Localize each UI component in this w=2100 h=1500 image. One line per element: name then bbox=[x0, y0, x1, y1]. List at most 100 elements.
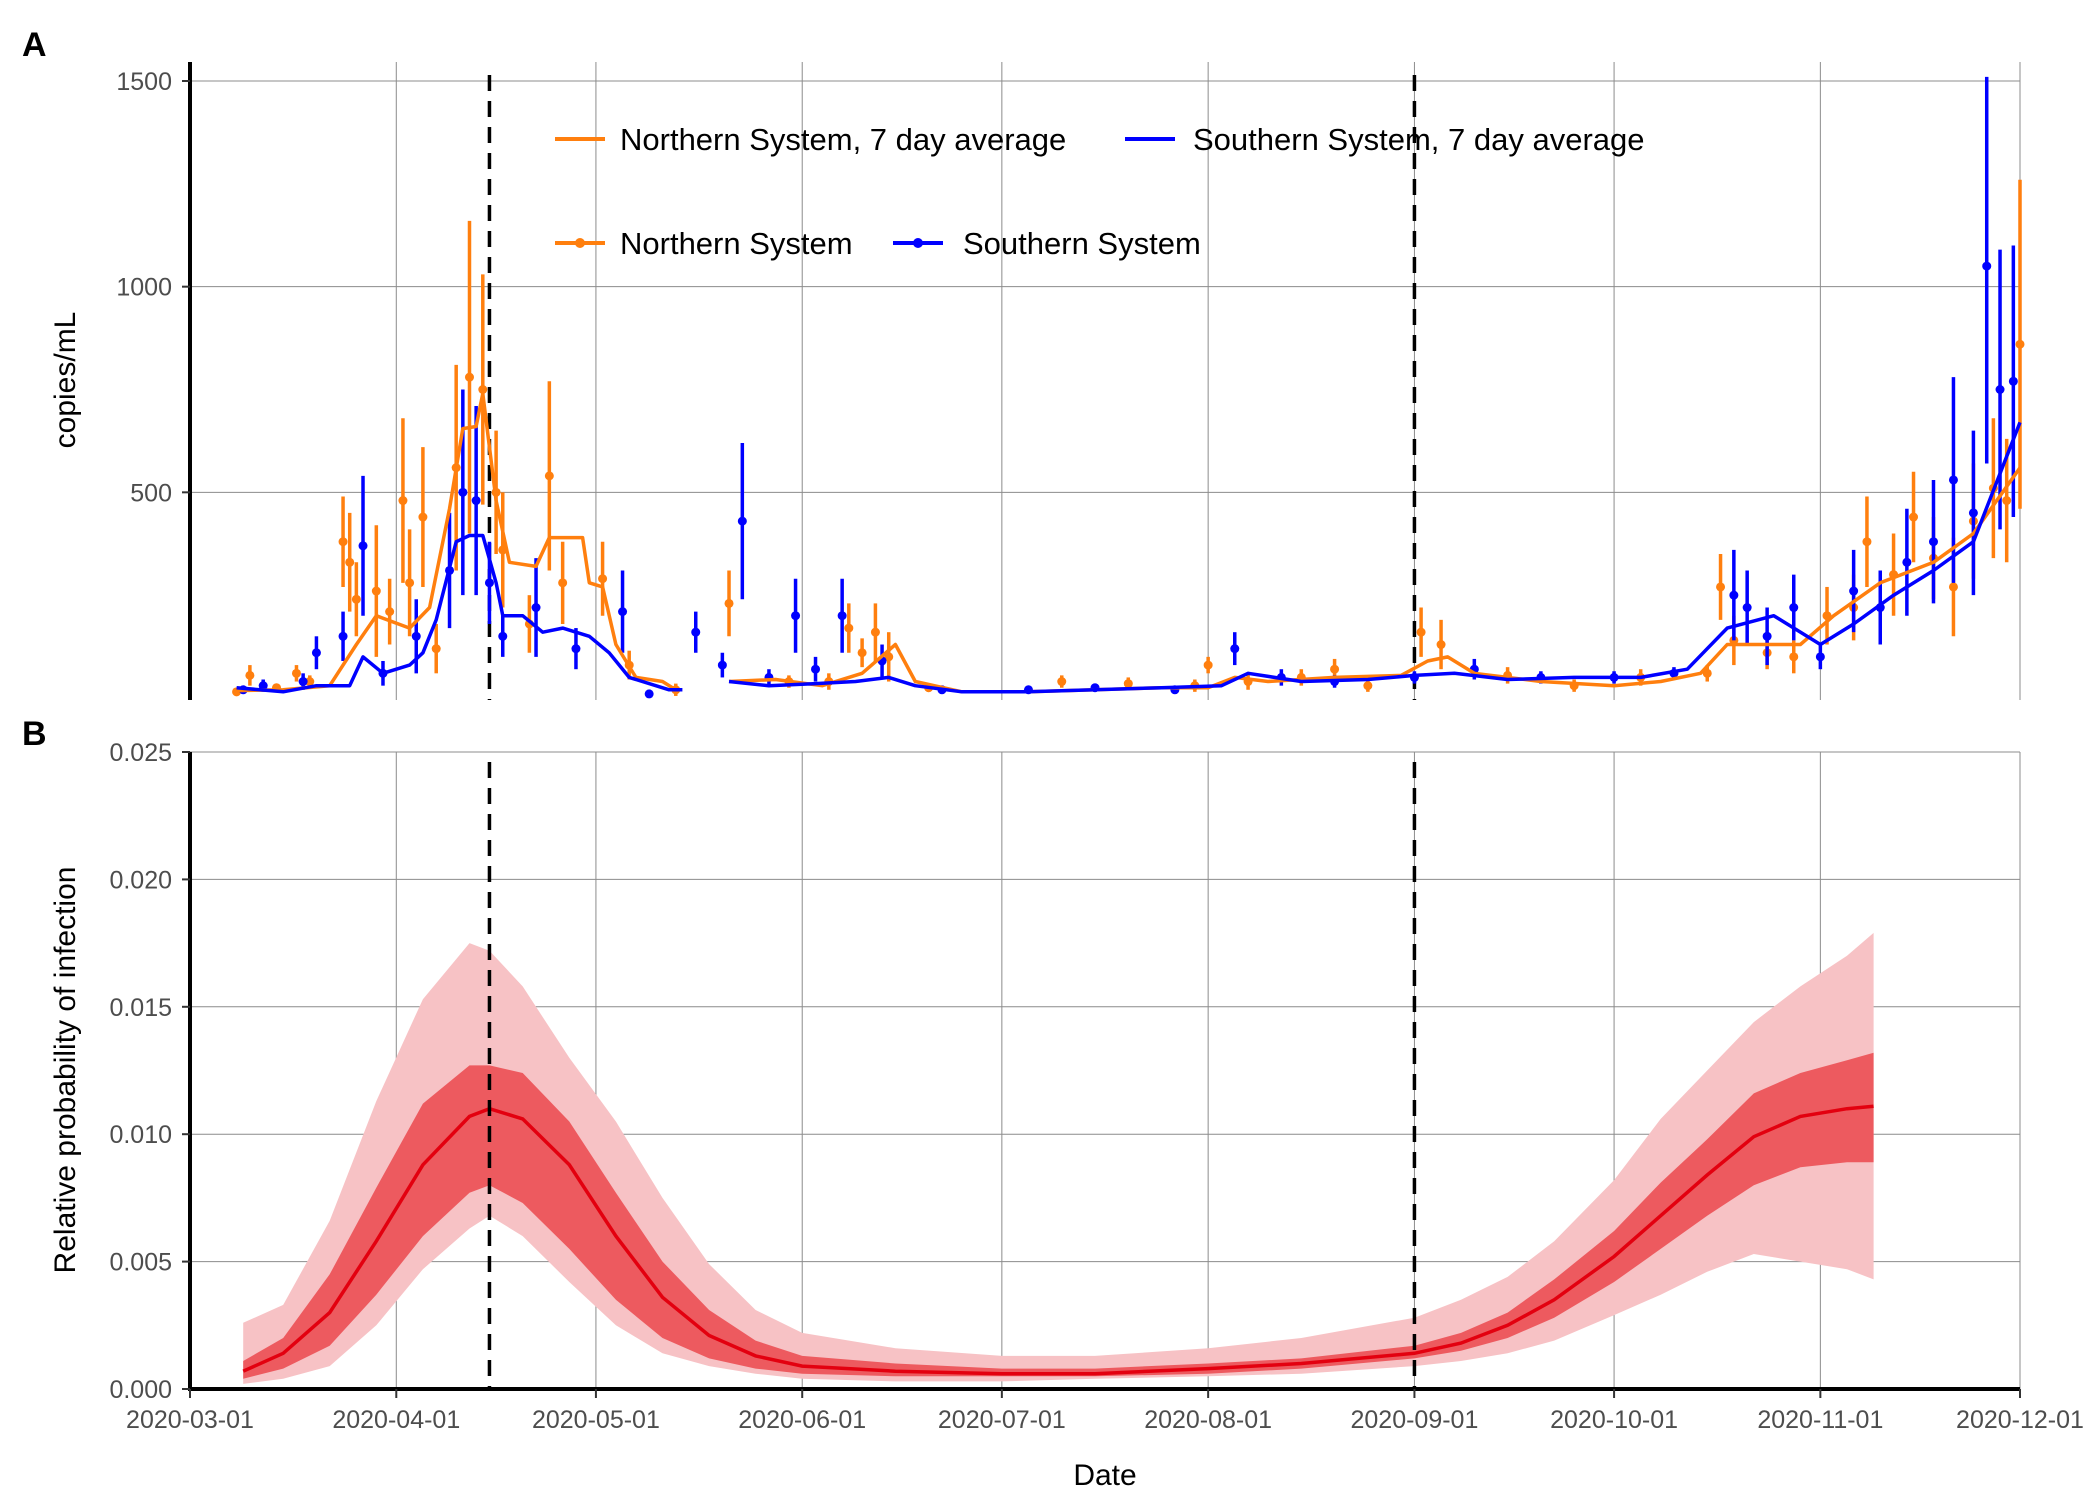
north-point bbox=[1716, 582, 1726, 592]
panel-a-y-ticks: 500 1000 1500 bbox=[116, 68, 190, 507]
south-point bbox=[1762, 631, 1772, 641]
panel-a-y-tick-label: 500 bbox=[130, 479, 172, 507]
north-point bbox=[351, 594, 361, 604]
panel-b-y-tick-label: 0.005 bbox=[109, 1249, 172, 1277]
south-point bbox=[618, 607, 628, 617]
north-point bbox=[385, 607, 395, 617]
south-point bbox=[837, 611, 847, 621]
south-point bbox=[1789, 603, 1799, 613]
north-point bbox=[1057, 677, 1067, 687]
north-point bbox=[598, 574, 608, 584]
panel-b-marks bbox=[242, 932, 1874, 1384]
north-point bbox=[398, 496, 408, 506]
legend-key-south-point bbox=[913, 238, 923, 248]
south-point bbox=[1928, 537, 1938, 547]
south-point bbox=[1729, 590, 1739, 600]
legend-label-north-average: Northern System, 7 day average bbox=[620, 122, 1066, 157]
north-point bbox=[1789, 652, 1799, 662]
north-point bbox=[844, 623, 854, 633]
north-point bbox=[464, 372, 474, 382]
panel-a-y-axis-label: copies/mL bbox=[49, 312, 82, 449]
south-point bbox=[298, 677, 308, 687]
panel-b-y-tick-label: 0.020 bbox=[109, 866, 172, 894]
south-point bbox=[484, 578, 494, 588]
north-point bbox=[405, 578, 415, 588]
north-point bbox=[724, 598, 734, 608]
south-point bbox=[737, 516, 747, 526]
south-point bbox=[691, 627, 701, 637]
north-point bbox=[478, 385, 488, 394]
south-point bbox=[791, 611, 801, 621]
north-point bbox=[2002, 496, 2012, 506]
x-tick-label: 2020-12-01 bbox=[1956, 1406, 2084, 1434]
legend-label-north: Northern System bbox=[620, 226, 853, 261]
north-point bbox=[1416, 627, 1426, 637]
south-point bbox=[471, 496, 481, 506]
x-tick-label: 2020-03-01 bbox=[126, 1406, 254, 1434]
north-point bbox=[1436, 640, 1446, 650]
north-point bbox=[431, 644, 441, 654]
south-point bbox=[258, 681, 268, 691]
x-tick-label: 2020-07-01 bbox=[938, 1406, 1066, 1434]
panel-b-y-tick-label: 0.010 bbox=[109, 1121, 172, 1149]
south-point bbox=[644, 689, 654, 699]
x-tick-label: 2020-05-01 bbox=[532, 1406, 660, 1434]
north-point bbox=[1203, 660, 1213, 670]
x-tick-label: 2020-09-01 bbox=[1350, 1406, 1478, 1434]
north-point bbox=[884, 652, 894, 662]
panel-a-reference-lines bbox=[487, 75, 1417, 700]
panel-a-marks bbox=[232, 76, 2025, 699]
south-point bbox=[458, 487, 468, 497]
panel-a-y-tick-label: 1000 bbox=[116, 274, 172, 302]
north-point bbox=[291, 668, 301, 678]
panel-b-y-tick-label: 0.000 bbox=[109, 1376, 172, 1404]
north-point bbox=[1123, 679, 1133, 689]
north-point bbox=[245, 670, 255, 680]
north-point bbox=[2015, 339, 2025, 349]
south-point bbox=[1815, 652, 1825, 662]
x-ticks: 2020-03-01 2020-04-01 2020-05-01 2020-06-01… bbox=[126, 1389, 2084, 1434]
x-tick-label: 2020-10-01 bbox=[1550, 1406, 1678, 1434]
north-point bbox=[338, 537, 348, 547]
inner-credible-band bbox=[243, 1052, 1874, 1379]
legend-label-south-average: Southern System, 7 day average bbox=[1193, 122, 1644, 157]
panel-a: 500 1000 1500 A copies/mL Northern System,… bbox=[22, 26, 2025, 700]
north-point bbox=[371, 586, 381, 596]
south-point bbox=[1742, 603, 1752, 613]
panel-b-label: B bbox=[22, 715, 47, 753]
north-point bbox=[1330, 664, 1340, 674]
south-point bbox=[411, 631, 421, 641]
x-tick-label: 2020-06-01 bbox=[738, 1406, 866, 1434]
south-point bbox=[1230, 644, 1240, 654]
south-point bbox=[531, 603, 541, 613]
north-point bbox=[1909, 512, 1919, 522]
north-point bbox=[1862, 537, 1872, 547]
panel-b: 0.000 0.005 0.010 0.015 0.020 0.025 2020-03-0… bbox=[22, 715, 2084, 1492]
south-point bbox=[1995, 385, 2005, 394]
south-point bbox=[811, 664, 821, 674]
south-point bbox=[358, 541, 368, 551]
south-average-line bbox=[236, 421, 2022, 694]
north-point bbox=[1948, 582, 1958, 592]
north-point bbox=[544, 471, 554, 481]
north-average-line bbox=[236, 391, 2022, 694]
panel-b-y-tick-label: 0.025 bbox=[109, 739, 172, 767]
north-point bbox=[1363, 681, 1373, 691]
south-point bbox=[1968, 508, 1978, 518]
north-point bbox=[305, 677, 315, 687]
panel-a-label: A bbox=[22, 26, 47, 64]
panel-a-y-tick-label: 1500 bbox=[116, 68, 172, 96]
south-point bbox=[498, 631, 508, 641]
legend-label-south: Southern System bbox=[963, 226, 1201, 261]
north-point bbox=[870, 627, 880, 637]
south-point bbox=[1948, 475, 1958, 485]
south-point bbox=[311, 648, 321, 658]
panel-b-reference-lines bbox=[487, 762, 1417, 1389]
south-point bbox=[571, 644, 581, 654]
north-point bbox=[857, 648, 867, 658]
legend-key-north-point bbox=[575, 238, 585, 248]
panel-b-y-axis-label: Relative probability of infection bbox=[49, 867, 82, 1274]
north-point bbox=[418, 512, 428, 522]
south-point bbox=[338, 631, 348, 641]
